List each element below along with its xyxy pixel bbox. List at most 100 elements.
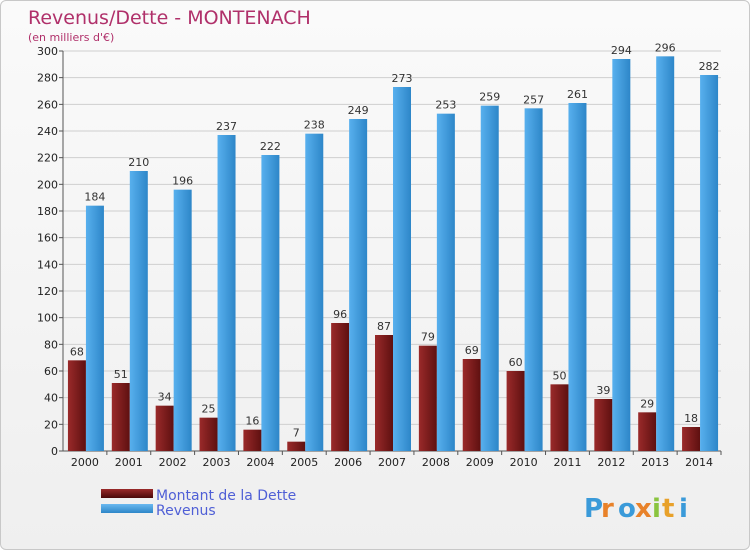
debt-bar <box>418 345 437 451</box>
data-label: 249 <box>348 104 369 117</box>
revenus-bar <box>656 56 675 451</box>
y-tick-label: 240 <box>37 125 58 138</box>
data-label: 16 <box>245 415 259 428</box>
debt-bar <box>111 383 130 451</box>
data-label: 237 <box>216 120 237 133</box>
x-tick-label: 2013 <box>641 456 669 469</box>
data-label: 196 <box>172 175 193 188</box>
revenus-bar <box>305 133 324 451</box>
logo-letter: P <box>584 494 603 524</box>
data-label: 259 <box>479 91 500 104</box>
data-label: 253 <box>435 99 456 112</box>
data-label: 60 <box>509 356 523 369</box>
y-tick-label: 100 <box>37 312 58 325</box>
logo-letter: x <box>635 494 652 524</box>
debt-bar <box>682 427 701 451</box>
data-label: 184 <box>84 191 105 204</box>
x-tick-label: 2014 <box>685 456 713 469</box>
data-label: 96 <box>333 308 347 321</box>
data-label: 18 <box>684 412 698 425</box>
revenus-bar <box>568 103 587 451</box>
y-tick-label: 120 <box>37 285 58 298</box>
x-tick-label: 2003 <box>203 456 231 469</box>
debt-bar <box>243 429 262 451</box>
legend-swatch-debt <box>101 489 153 498</box>
data-label: 222 <box>260 140 281 153</box>
data-label: 69 <box>465 344 479 357</box>
x-tick-label: 2002 <box>159 456 187 469</box>
debt-bar <box>331 323 350 451</box>
x-tick-label: 2006 <box>334 456 362 469</box>
debt-bar <box>594 399 613 451</box>
data-labels: 68 184 51 210 34 196 25 237 16 222 7 238 96 249 87 273 7… <box>70 41 720 439</box>
data-label: 238 <box>304 119 325 132</box>
legend-label-revenus: Revenus <box>156 503 216 519</box>
y-tick-label: 20 <box>44 418 58 431</box>
x-tick-label: 2010 <box>510 456 538 469</box>
revenus-bar <box>700 75 719 451</box>
y-tick-label: 220 <box>37 152 58 165</box>
logo-letter: t <box>662 494 674 524</box>
legend: Montant de la Dette Revenus <box>101 488 296 519</box>
debt-bar <box>638 412 657 451</box>
revenus-bar <box>393 87 411 451</box>
data-label: 296 <box>655 41 676 54</box>
x-tick-label: 2001 <box>115 456 143 469</box>
legend-label-debt: Montant de la Dette <box>156 488 296 504</box>
debt-bar <box>287 441 306 451</box>
revenus-bar <box>480 105 499 452</box>
data-label: 273 <box>392 72 413 85</box>
data-label: 261 <box>567 88 588 101</box>
logo-letter: i <box>679 494 688 524</box>
y-tick-label: 280 <box>37 72 58 85</box>
y-tick-label: 160 <box>37 232 58 245</box>
debt-bar <box>199 417 218 451</box>
data-label: 294 <box>611 44 632 57</box>
data-label: 7 <box>293 427 300 440</box>
revenus-bar <box>129 171 148 451</box>
logo-letter: o <box>618 494 636 524</box>
data-label: 29 <box>640 397 654 410</box>
x-tick-label: 2011 <box>553 456 581 469</box>
y-tick-label: 0 <box>51 445 58 458</box>
data-label: 257 <box>523 93 544 106</box>
x-tick-label: 2005 <box>290 456 318 469</box>
revenus-bar <box>612 59 631 451</box>
data-label: 210 <box>128 156 149 169</box>
legend-swatch-revenus <box>101 504 153 513</box>
revenus-bar <box>173 189 192 451</box>
revenus-bar <box>349 119 368 451</box>
data-label: 50 <box>552 369 566 382</box>
x-tick-label: 2008 <box>422 456 450 469</box>
data-label: 79 <box>421 331 435 344</box>
bars <box>67 56 719 452</box>
x-tick-label: 2009 <box>466 456 494 469</box>
debt-bar <box>67 360 86 451</box>
y-tick-label: 260 <box>37 98 58 111</box>
data-label: 87 <box>377 320 391 333</box>
chart-subtitle: (en milliers d'€) <box>28 31 114 44</box>
debt-bar <box>462 359 481 451</box>
debt-bar <box>155 405 174 451</box>
data-label: 39 <box>596 384 610 397</box>
revenus-bar <box>217 135 236 451</box>
y-tick-label: 300 <box>37 45 58 58</box>
data-label: 34 <box>158 391 172 404</box>
logo-letter: i <box>652 494 661 524</box>
data-label: 68 <box>70 345 84 358</box>
logo-letter: r <box>601 494 614 524</box>
data-label: 51 <box>114 368 128 381</box>
axes: 0 20 40 60 80 100 120 140 160 180 200 220 240 260 280 3… <box>37 45 722 469</box>
revenus-bar <box>436 113 455 452</box>
y-tick-label: 200 <box>37 178 58 191</box>
y-tick-label: 40 <box>44 392 58 405</box>
revenus-bar <box>261 155 280 451</box>
proxiti-logo: Pr o x i t i <box>584 494 688 524</box>
chart-title: Revenus/Dette - MONTENACH <box>28 7 311 29</box>
revenus-bar <box>85 205 104 451</box>
revenus-bar <box>524 108 543 451</box>
debt-bar <box>375 335 393 451</box>
y-tick-label: 180 <box>37 205 58 218</box>
y-tick-label: 60 <box>44 365 58 378</box>
